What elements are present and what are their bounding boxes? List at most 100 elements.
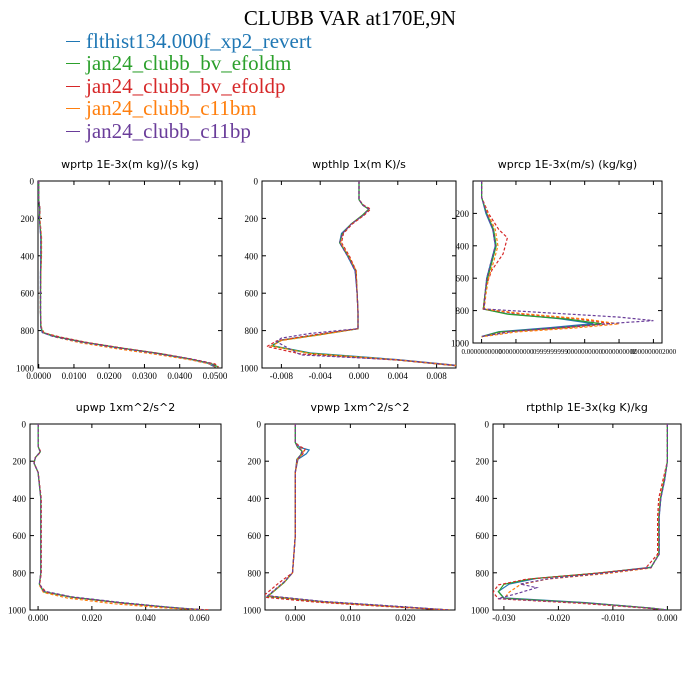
x-tick-label: 0.010 bbox=[340, 613, 361, 623]
y-tick-label: 800 bbox=[476, 568, 490, 578]
y-tick-label: 1000 bbox=[8, 606, 27, 616]
series-line bbox=[33, 424, 205, 610]
y-tick-label: 200 bbox=[248, 457, 262, 467]
y-tick-label: 800 bbox=[13, 568, 27, 578]
series-line bbox=[265, 181, 456, 367]
x-tick-label: -0.010 bbox=[601, 613, 625, 623]
series-line bbox=[497, 424, 669, 610]
y-tick-label: 1000 bbox=[16, 364, 35, 374]
legend-swatch bbox=[66, 63, 80, 65]
x-tick-label: 0999999999 bbox=[533, 348, 569, 356]
x-tick-label: 0.0100 bbox=[62, 371, 87, 381]
panel: wpthlp 1x(m K)/s 0 200 400 600 800 1000 -0.008 -… bbox=[240, 158, 457, 381]
legend-swatch bbox=[66, 85, 80, 87]
y-tick-label: 400 bbox=[245, 251, 259, 261]
y-tick-label: 400 bbox=[13, 494, 27, 504]
panel-frame bbox=[472, 180, 663, 344]
x-tick-label: 0.0500 bbox=[203, 371, 228, 381]
y-tick-label: 1000 bbox=[240, 364, 259, 374]
y-tick-label: 1000 bbox=[243, 606, 262, 616]
y-tick-label: 800 bbox=[21, 326, 35, 336]
panel-title: wpthlp 1x(m K)/s bbox=[312, 158, 406, 171]
x-tick-label: -0.008 bbox=[270, 371, 294, 381]
legend-label: jan24_clubb_c11bp bbox=[86, 118, 251, 143]
y-tick-label: 400 bbox=[21, 251, 35, 261]
x-tick-label: 0.000 bbox=[657, 613, 678, 623]
series-line bbox=[33, 424, 205, 610]
y-tick-label: 800 bbox=[245, 326, 259, 336]
legend-item: jan24_clubb_bv_efoldm bbox=[66, 51, 312, 76]
series-line bbox=[266, 424, 450, 610]
x-tick-label: 0.0000 bbox=[26, 371, 51, 381]
y-tick-label: 600 bbox=[245, 289, 259, 299]
panel-frame bbox=[29, 423, 222, 611]
x-tick-label: 0.020 bbox=[82, 613, 103, 623]
legend: flthist134.000f_xp2_revert jan24_clubb_b… bbox=[66, 28, 312, 143]
x-tick-label: 0.060 bbox=[189, 613, 210, 623]
x-tick-label: 0.000 bbox=[28, 613, 49, 623]
legend-swatch bbox=[66, 40, 80, 42]
x-tick-label: -0.020 bbox=[547, 613, 571, 623]
legend-swatch bbox=[66, 130, 80, 132]
y-tick-label: 200 bbox=[13, 457, 27, 467]
legend-swatch bbox=[66, 108, 80, 110]
y-tick-label: 0 bbox=[485, 420, 490, 430]
legend-item: jan24_clubb_c11bm bbox=[66, 96, 312, 120]
panel: vpwp 1xm^2/s^2 0 200 400 600 800 1000 0.000 0.01… bbox=[243, 401, 456, 623]
y-tick-label: 600 bbox=[248, 531, 262, 541]
series-line bbox=[481, 181, 620, 338]
x-tick-label: 0.000 bbox=[349, 371, 370, 381]
x-tick-label: 0.000 bbox=[285, 613, 306, 623]
legend-item: jan24_clubb_c11bp bbox=[66, 118, 312, 143]
x-tick-label: 0.040 bbox=[136, 613, 157, 623]
legend-label: jan24_clubb_bv_efoldm bbox=[86, 51, 292, 76]
series-line bbox=[33, 424, 205, 610]
series-line bbox=[498, 424, 669, 610]
y-tick-label: 1000 bbox=[471, 606, 490, 616]
series-line bbox=[481, 181, 654, 338]
panel-frame bbox=[492, 423, 682, 611]
legend-label: flthist134.000f_xp2_revert bbox=[86, 28, 312, 53]
y-tick-label: 800 bbox=[248, 568, 262, 578]
series-line bbox=[33, 424, 200, 610]
x-tick-label: 0.0300 bbox=[132, 371, 157, 381]
y-tick-label: 600 bbox=[476, 531, 490, 541]
y-tick-label: 600 bbox=[13, 531, 27, 541]
panel: wprcp 1E-3x(m/s) (kg/kg) 200 400 600 800 1000… bbox=[451, 158, 677, 356]
x-tick-label: 0.020 bbox=[395, 613, 416, 623]
y-tick-label: 400 bbox=[456, 241, 470, 251]
legend-label: jan24_clubb_bv_efoldp bbox=[86, 73, 286, 98]
panel: wprtp 1E-3x(m kg)/(s kg) 0 200 400 600 800 100… bbox=[16, 158, 228, 381]
x-tick-label: 0000000002000 bbox=[631, 348, 677, 356]
series-line bbox=[265, 424, 450, 610]
y-tick-label: 200 bbox=[245, 214, 259, 224]
panel-title: wprcp 1E-3x(m/s) (kg/kg) bbox=[498, 158, 637, 171]
panel-frame bbox=[264, 423, 456, 611]
legend-item: flthist134.000f_xp2_revert bbox=[66, 28, 312, 53]
series-line bbox=[33, 424, 211, 610]
y-tick-label: 400 bbox=[248, 494, 262, 504]
panel-title: vpwp 1xm^2/s^2 bbox=[310, 401, 409, 414]
panel: rtpthlp 1E-3x(kg K)/kg02004006008001000-… bbox=[471, 401, 682, 623]
series-line bbox=[38, 181, 216, 368]
x-tick-label: -0.030 bbox=[492, 613, 516, 623]
x-tick-label: 0000000000 bbox=[567, 348, 603, 356]
series-line bbox=[481, 181, 594, 338]
y-tick-label: 600 bbox=[456, 274, 470, 284]
series-line bbox=[481, 181, 611, 338]
x-tick-label: 0000000000 bbox=[498, 348, 534, 356]
y-tick-label: 0 bbox=[254, 177, 259, 187]
y-tick-label: 200 bbox=[476, 457, 490, 467]
x-tick-label: 0000000002 bbox=[602, 348, 638, 356]
x-tick-label: 0.0000000000 bbox=[461, 348, 502, 356]
series-line bbox=[497, 424, 669, 610]
x-tick-label: 0.0200 bbox=[97, 371, 122, 381]
series-line bbox=[275, 181, 456, 366]
series-line bbox=[270, 181, 456, 366]
x-tick-label: 0.0400 bbox=[167, 371, 192, 381]
y-tick-label: 0 bbox=[22, 420, 27, 430]
panel-title: upwp 1xm^2/s^2 bbox=[76, 401, 176, 414]
legend-item: jan24_clubb_bv_efoldp bbox=[66, 73, 312, 98]
